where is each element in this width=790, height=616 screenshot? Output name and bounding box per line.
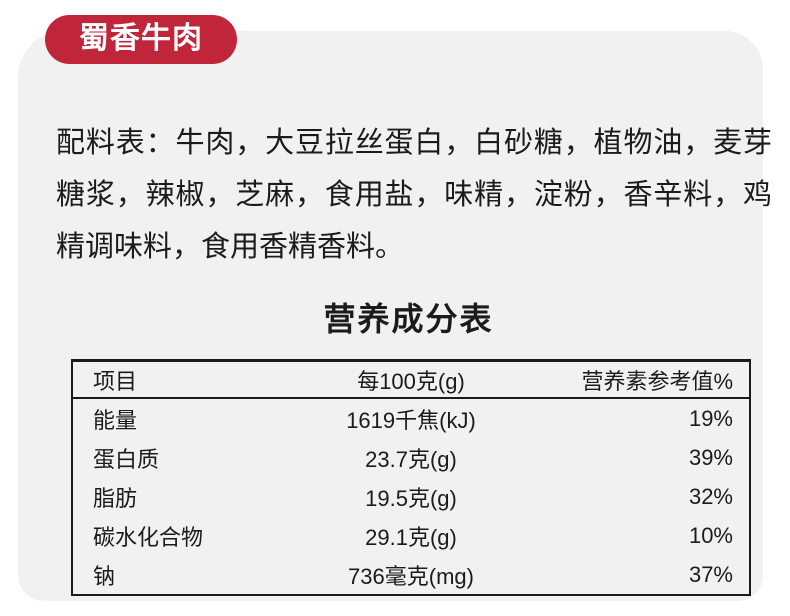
cell-per100g: 736毫克(mg) bbox=[348, 563, 474, 589]
cell-item: 钠 bbox=[93, 563, 116, 589]
header-item: 项目 bbox=[93, 368, 138, 394]
cell-item: 蛋白质 bbox=[93, 446, 160, 472]
ingredients-text: 配料表：牛肉，大豆拉丝蛋白，白砂糖，植物油，麦芽糖浆，辣椒，芝麻，食用盐，味精，… bbox=[56, 127, 772, 263]
header-nrv: 营养素参考值% bbox=[581, 368, 733, 394]
flavor-badge: 蜀香牛肉 bbox=[45, 15, 237, 64]
flavor-badge-label: 蜀香牛肉 bbox=[79, 21, 203, 55]
cell-nrv: 32% bbox=[688, 483, 733, 509]
cell-per100g: 1619千焦(kJ) bbox=[346, 407, 476, 433]
cell-nrv: 37% bbox=[688, 561, 733, 587]
table-row: 脂肪 19.5克(g) 32% bbox=[73, 477, 749, 516]
nutrition-table-header-row: 项目 每100克(g) 营养素参考值% bbox=[73, 362, 749, 399]
product-info-card: 配料表：牛肉，大豆拉丝蛋白，白砂糖，植物油，麦芽糖浆，辣椒，芝麻，食用盐，味精，… bbox=[18, 31, 772, 601]
table-row: 钠 736毫克(mg) 37% bbox=[73, 555, 749, 594]
cell-item: 碳水化合物 bbox=[93, 524, 204, 550]
cell-nrv: 19% bbox=[688, 405, 733, 431]
table-row: 能量 1619千焦(kJ) 19% bbox=[73, 399, 749, 438]
cell-nrv: 10% bbox=[688, 522, 733, 548]
nutrition-table-body: 能量 1619千焦(kJ) 19% 蛋白质 23.7克(g) 39% 脂肪 19… bbox=[73, 399, 749, 594]
cell-item: 脂肪 bbox=[93, 485, 138, 511]
cell-per100g: 23.7克(g) bbox=[365, 446, 457, 472]
header-per100g: 每100克(g) bbox=[357, 368, 465, 394]
nutrition-table-title: 营养成分表 bbox=[323, 301, 494, 337]
table-row: 碳水化合物 29.1克(g) 10% bbox=[73, 516, 749, 555]
cell-item: 能量 bbox=[93, 407, 138, 433]
cell-per100g: 29.1克(g) bbox=[365, 524, 457, 550]
cell-nrv: 39% bbox=[688, 444, 733, 470]
table-row: 蛋白质 23.7克(g) 39% bbox=[73, 438, 749, 477]
cell-per100g: 19.5克(g) bbox=[365, 485, 457, 511]
nutrition-table: 项目 每100克(g) 营养素参考值% 能量 1619千焦(kJ) 19% 蛋白… bbox=[71, 359, 751, 596]
